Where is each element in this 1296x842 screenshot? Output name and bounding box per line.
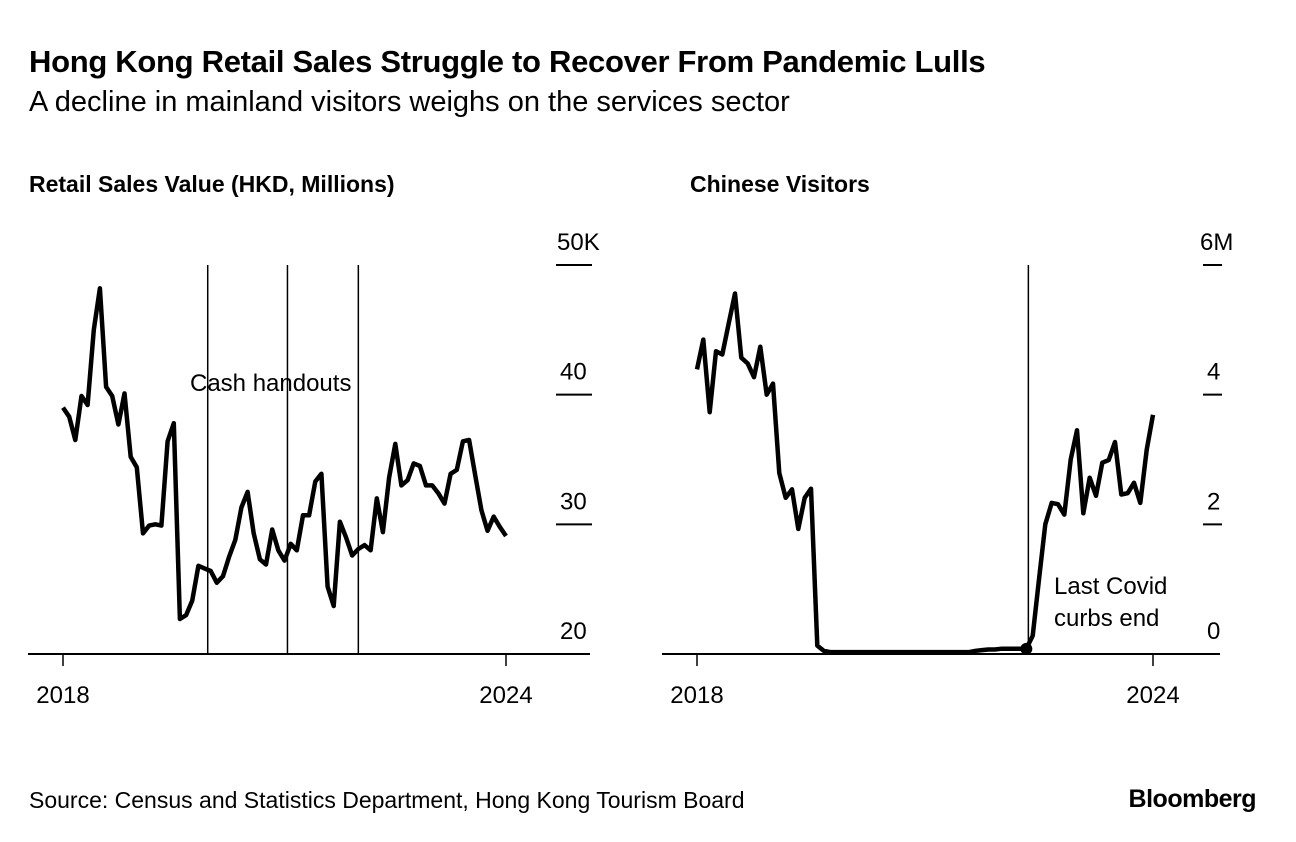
chart-subtitle: A decline in mainland visitors weighs on…: [29, 86, 790, 118]
covid-curbs-label-line1: Last Covid: [1054, 573, 1167, 600]
y-tick-label: 4: [1207, 359, 1220, 386]
x-tick-label: 2018: [670, 682, 723, 709]
cash-handouts-label: Cash handouts: [190, 370, 351, 397]
covid-curbs-label-line2: curbs end: [1054, 605, 1159, 632]
bloomberg-logo: Bloomberg: [1128, 785, 1257, 813]
series-line: [694, 291, 1156, 655]
x-tick-label: 2018: [36, 682, 89, 709]
y-tick-label: 20: [560, 618, 587, 645]
y-tick-label: 50K: [557, 229, 600, 256]
y-tick-label: 2: [1207, 488, 1220, 515]
y-tick-label: 0: [1207, 618, 1220, 645]
retail-panel-title: Retail Sales Value (HKD, Millions): [29, 171, 395, 197]
curbs-end-marker: [1020, 642, 1033, 655]
chinese-visitors-chart: 6M 4 2 0 2018 2024: [662, 229, 1233, 709]
y-tick-label: 40: [560, 359, 587, 386]
chart-title: Hong Kong Retail Sales Struggle to Recov…: [29, 44, 986, 79]
source-note: Source: Census and Statistics Department…: [29, 787, 745, 813]
x-tick-label: 2024: [479, 682, 532, 709]
series-line: [61, 286, 508, 622]
retail-sales-chart: 50K 40 30 20 2018 2024: [28, 229, 600, 709]
y-tick-label: 30: [560, 488, 587, 515]
visitors-panel-title: Chinese Visitors: [690, 171, 870, 197]
y-tick-label: 6M: [1200, 229, 1233, 256]
x-tick-label: 2024: [1126, 682, 1179, 709]
